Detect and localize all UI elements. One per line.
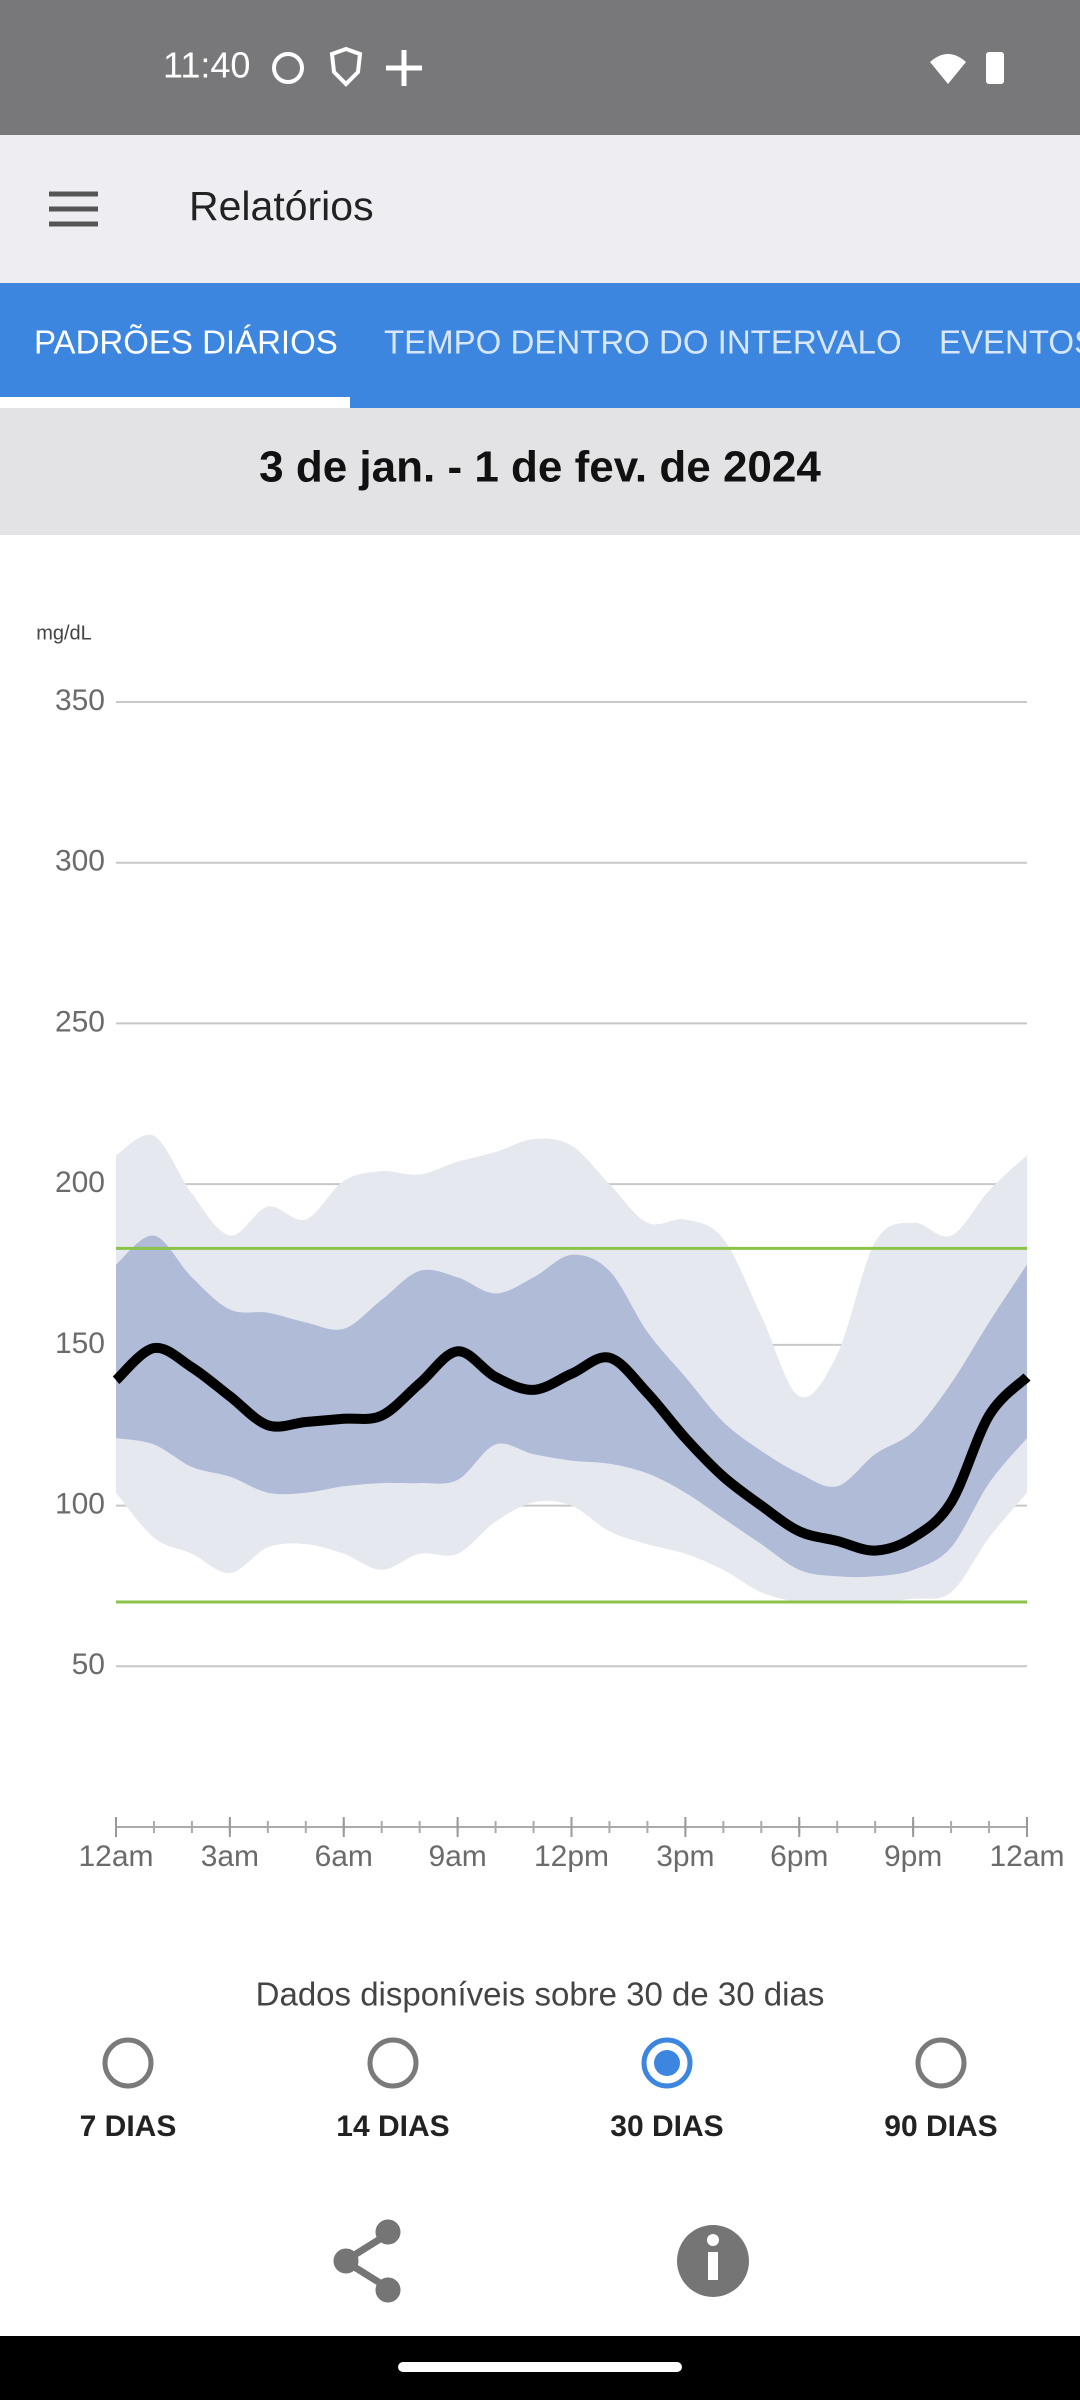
y-tick-label: 300 [55, 845, 105, 878]
x-tick-label: 12pm [534, 1840, 609, 1873]
app-title: Relatórios [189, 183, 374, 229]
wifi-icon [930, 54, 966, 84]
chart: mg/dL 50 100 150 200 250 300 350 12am 3am 6am 9am 1… [36, 622, 1064, 1873]
radio-button[interactable] [102, 2037, 154, 2089]
y-tick-label: 250 [55, 1005, 105, 1038]
x-tick-label: 6pm [770, 1840, 828, 1873]
x-tick-label: 9pm [884, 1840, 942, 1873]
period-option[interactable]: 7 DIAS [80, 2037, 177, 2143]
date-range: 3 de jan. - 1 de fev. de 2024 [259, 443, 821, 492]
median-line [112, 1342, 1031, 1556]
y-tick-label: 150 [55, 1327, 105, 1360]
tab[interactable]: EVENTOS [939, 324, 1080, 361]
period-option[interactable]: 30 DIAS [610, 2037, 724, 2143]
status-icon [329, 46, 363, 87]
x-tick-label: 12am [989, 1840, 1064, 1873]
tab[interactable]: PADRÕES DIÁRIOS [34, 324, 338, 361]
x-tick-label: 6am [315, 1840, 373, 1873]
tab-bar [0, 283, 1080, 408]
date-band [0, 408, 1080, 535]
home-handle[interactable] [398, 2362, 682, 2372]
x-tick-label: 9am [428, 1840, 486, 1873]
info-button[interactable] [677, 2225, 749, 2297]
radio-button[interactable] [641, 2037, 693, 2089]
battery-icon [986, 52, 1004, 84]
app-bar [0, 135, 1080, 283]
radio-button[interactable] [367, 2037, 419, 2089]
status-icon [386, 50, 422, 86]
percentile-band [116, 1235, 1027, 1578]
status-icon [272, 52, 304, 84]
tab-indicator [0, 397, 350, 408]
x-tick-label: 12am [78, 1840, 153, 1873]
period-label: 7 DIAS [80, 2110, 177, 2143]
period-label: 14 DIAS [336, 2110, 449, 2143]
y-tick-label: 350 [55, 684, 105, 717]
y-tick-label: 200 [55, 1166, 105, 1199]
status-time: 11:40 [163, 45, 250, 86]
radio-button[interactable] [915, 2037, 967, 2089]
period-label: 30 DIAS [610, 2110, 723, 2143]
tab[interactable]: TEMPO DENTRO DO INTERVALO [384, 324, 902, 361]
radio-dot [654, 2050, 680, 2076]
x-tick-label: 3pm [656, 1840, 714, 1873]
share-button[interactable] [333, 2219, 401, 2303]
menu-button[interactable] [49, 191, 98, 227]
period-label: 90 DIAS [884, 2110, 997, 2143]
x-tick-label: 3am [201, 1840, 259, 1873]
y-tick-label: 100 [55, 1487, 105, 1520]
status-bar [0, 0, 1080, 135]
y-axis-unit: mg/dL [36, 622, 92, 644]
period-option[interactable]: 14 DIAS [336, 2037, 450, 2143]
y-tick-label: 50 [72, 1648, 105, 1681]
availability-note: Dados disponíveis sobre 30 de 30 dias [256, 1976, 825, 2013]
period-option[interactable]: 90 DIAS [884, 2037, 998, 2143]
